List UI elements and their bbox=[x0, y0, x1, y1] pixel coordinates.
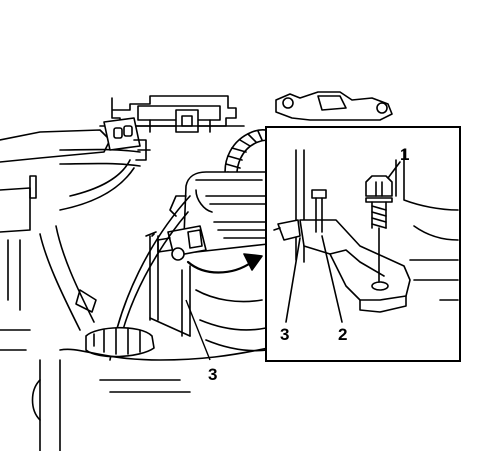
bracket-leader bbox=[321, 235, 343, 323]
engine-bay-view bbox=[0, 91, 393, 451]
detail-sensor bbox=[273, 219, 301, 241]
reservoir-cap bbox=[31, 326, 269, 451]
sensor-detail-leader bbox=[285, 237, 301, 323]
engine-cover bbox=[169, 171, 269, 253]
detail-small-bolt bbox=[311, 189, 327, 233]
callout-sensor-detail: 3 bbox=[280, 325, 289, 344]
detail-inset-frame bbox=[265, 126, 461, 362]
callout-sensor-main: 3 bbox=[208, 365, 217, 384]
sensor-main bbox=[151, 225, 207, 261]
detail-arrow bbox=[186, 253, 263, 274]
detail-inset: 1 2 3 bbox=[265, 126, 461, 362]
connector-left bbox=[103, 117, 151, 161]
hoses bbox=[39, 148, 141, 331]
callout-bracket: 2 bbox=[338, 325, 347, 344]
sensor-main-leader bbox=[185, 299, 211, 361]
mounting-bracket bbox=[145, 231, 191, 337]
lower-structure bbox=[0, 329, 191, 393]
upper-manifold bbox=[275, 91, 393, 121]
bolt-leader bbox=[387, 161, 401, 179]
detail-bolt bbox=[365, 175, 393, 283]
callout-bolt: 1 bbox=[400, 145, 409, 164]
left-body-panel bbox=[0, 129, 111, 311]
